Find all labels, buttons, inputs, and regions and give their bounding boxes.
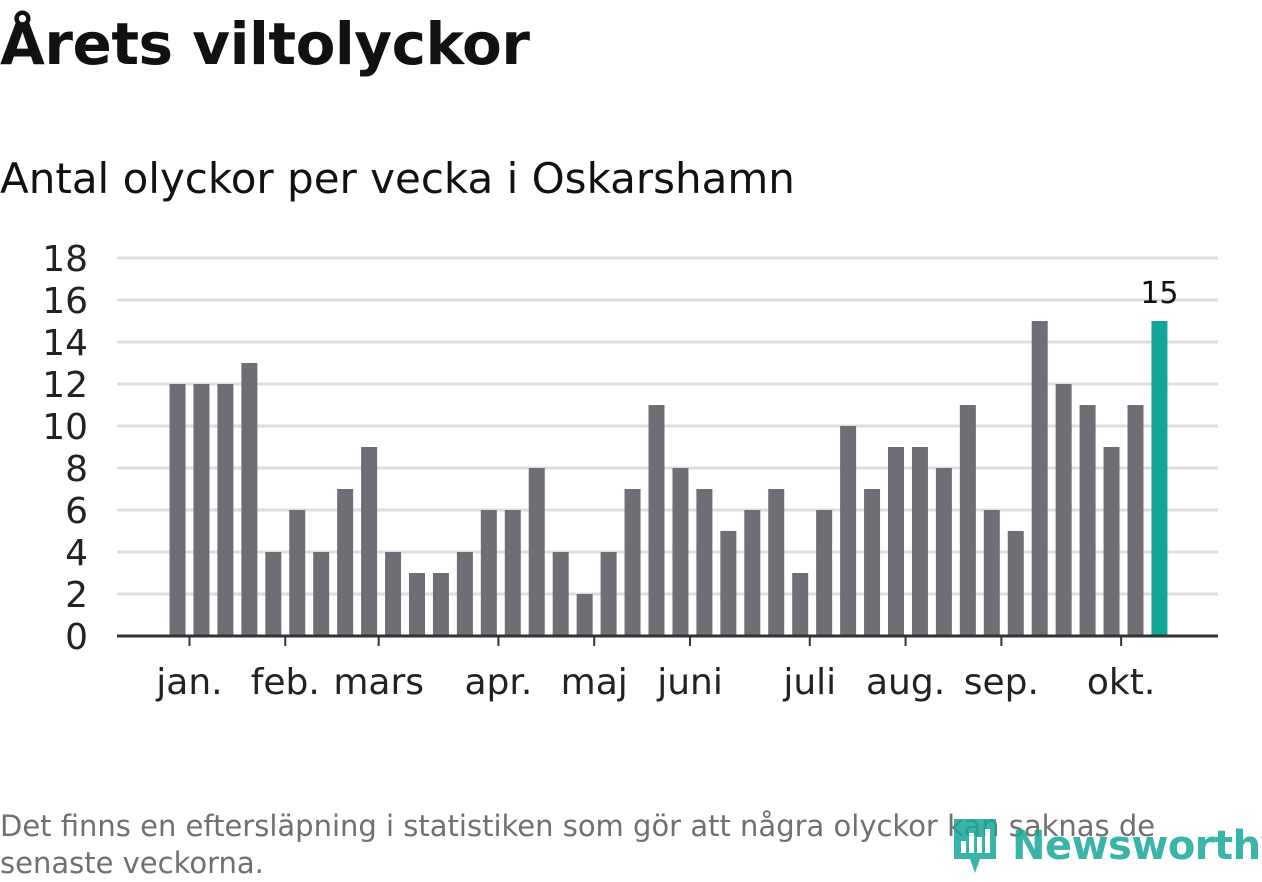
x-tick-label: okt. xyxy=(1087,662,1155,703)
bar xyxy=(313,552,330,636)
bar xyxy=(600,552,617,636)
bar xyxy=(816,510,833,636)
y-tick-label: 14 xyxy=(42,323,88,364)
bar xyxy=(1103,447,1120,636)
bar xyxy=(456,552,473,636)
x-tick-label: mars xyxy=(333,662,424,703)
bar xyxy=(935,468,952,636)
x-tick-label: juli xyxy=(782,662,836,703)
bar xyxy=(672,468,689,636)
y-tick-label: 8 xyxy=(65,449,88,490)
bar xyxy=(1127,405,1144,636)
data-label: 15 xyxy=(1140,276,1178,311)
bar xyxy=(720,531,737,636)
bar xyxy=(1031,321,1048,636)
y-tick-label: 18 xyxy=(42,239,88,280)
bar xyxy=(337,489,354,636)
newsworthy-logo: Newsworthy xyxy=(950,815,1262,877)
bar xyxy=(1007,531,1024,636)
bar xyxy=(840,426,857,636)
x-tick-label: aug. xyxy=(866,662,945,703)
bar xyxy=(265,552,282,636)
y-tick-label: 10 xyxy=(42,407,88,448)
bar xyxy=(648,405,665,636)
bar xyxy=(624,489,641,636)
bar xyxy=(576,594,593,636)
bar xyxy=(385,552,402,636)
bar xyxy=(983,510,1000,636)
bar xyxy=(504,510,521,636)
bar xyxy=(864,489,881,636)
bar xyxy=(768,489,785,636)
y-tick-label: 12 xyxy=(42,365,88,406)
bar xyxy=(432,573,449,636)
y-tick-label: 4 xyxy=(65,533,88,574)
bar xyxy=(888,447,904,636)
bar xyxy=(528,468,545,636)
newsworthy-logo-text: Newsworthy xyxy=(1012,823,1262,869)
bar xyxy=(792,573,809,636)
bar xyxy=(744,510,761,636)
x-tick-label: apr. xyxy=(465,662,533,703)
bar xyxy=(217,384,234,636)
y-tick-label: 0 xyxy=(65,617,88,658)
bar xyxy=(552,552,569,636)
bar xyxy=(241,363,258,636)
bar xyxy=(409,573,425,636)
x-tick-label: juni xyxy=(656,662,723,703)
y-tick-label: 2 xyxy=(65,575,88,616)
bar xyxy=(959,405,976,636)
bar-highlight xyxy=(1151,321,1168,636)
bar xyxy=(696,489,713,636)
newsworthy-logo-icon xyxy=(954,819,996,873)
y-tick-label: 6 xyxy=(65,491,88,532)
bar xyxy=(480,510,497,636)
y-tick-label: 16 xyxy=(42,281,88,322)
x-tick-label: sep. xyxy=(964,662,1039,703)
x-tick-label: maj xyxy=(561,662,628,703)
bar xyxy=(289,510,306,636)
bar xyxy=(193,384,210,636)
bar xyxy=(169,384,186,636)
x-tick-label: feb. xyxy=(251,662,320,703)
chart-title: Årets viltolyckor xyxy=(0,10,530,78)
chart-subtitle: Antal olyckor per vecka i Oskarshamn xyxy=(0,154,795,203)
bar xyxy=(361,447,378,636)
bar xyxy=(911,447,928,636)
bar xyxy=(1055,384,1072,636)
bar xyxy=(1079,405,1096,636)
x-tick-label: jan. xyxy=(155,662,222,703)
